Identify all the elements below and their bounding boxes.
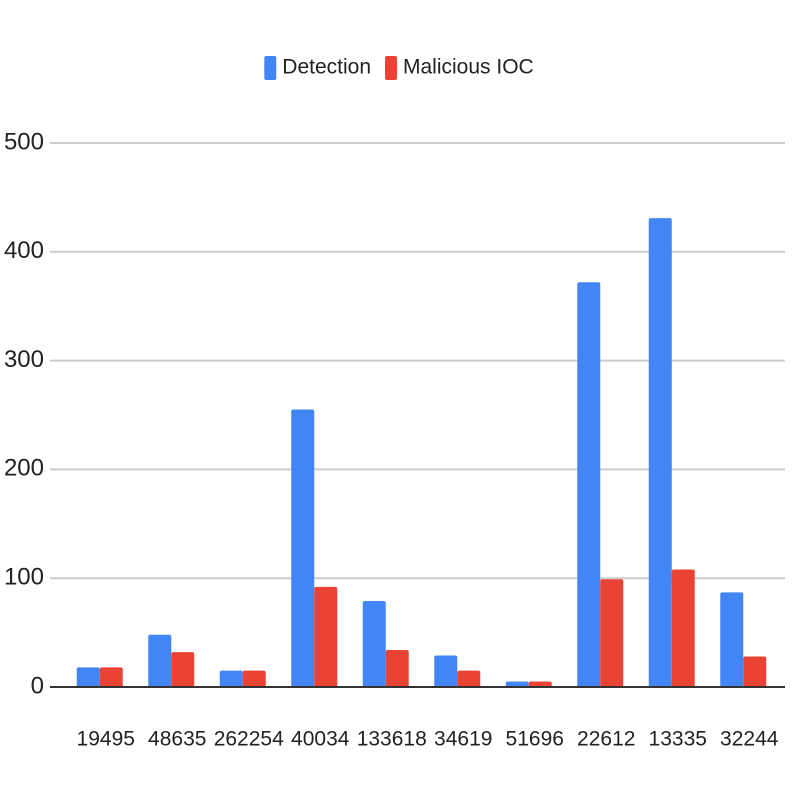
bar — [99, 667, 123, 687]
bar — [219, 670, 243, 687]
y-tick-label: 200 — [4, 455, 44, 482]
y-tick-label: 400 — [4, 237, 44, 264]
bar — [528, 681, 552, 687]
bar — [242, 670, 266, 687]
bar — [600, 579, 624, 687]
bar — [148, 634, 172, 687]
legend-swatch — [385, 56, 398, 80]
x-tick-label: 262254 — [214, 728, 284, 751]
x-tick-label: 48635 — [148, 728, 206, 751]
x-tick-label: 51696 — [506, 728, 564, 751]
bar — [171, 652, 195, 687]
legend-label: Malicious IOC — [403, 56, 534, 79]
bar — [648, 218, 672, 687]
bar — [76, 667, 100, 687]
bar — [362, 601, 386, 687]
legend-label: Detection — [282, 56, 371, 79]
bar — [505, 681, 529, 687]
y-tick-label: 100 — [4, 564, 44, 591]
bar — [457, 670, 481, 687]
bar — [577, 282, 601, 687]
y-tick-label: 0 — [31, 672, 44, 699]
x-tick-label: 22612 — [577, 728, 635, 751]
bar — [434, 655, 458, 687]
y-tick-label: 300 — [4, 346, 44, 373]
bar — [291, 409, 315, 687]
legend-swatch — [264, 56, 277, 80]
bar — [314, 586, 338, 687]
x-tick-label: 34619 — [434, 728, 492, 751]
y-tick-label: 500 — [4, 128, 44, 155]
bar — [671, 569, 695, 687]
bar — [720, 592, 744, 687]
x-tick-label: 32244 — [720, 728, 779, 751]
bar — [743, 656, 767, 687]
bar — [385, 650, 409, 687]
x-tick-label: 19495 — [77, 728, 135, 751]
x-tick-label: 133618 — [357, 728, 427, 751]
x-tick-label: 13335 — [649, 728, 707, 751]
x-tick-label: 40034 — [291, 728, 350, 751]
